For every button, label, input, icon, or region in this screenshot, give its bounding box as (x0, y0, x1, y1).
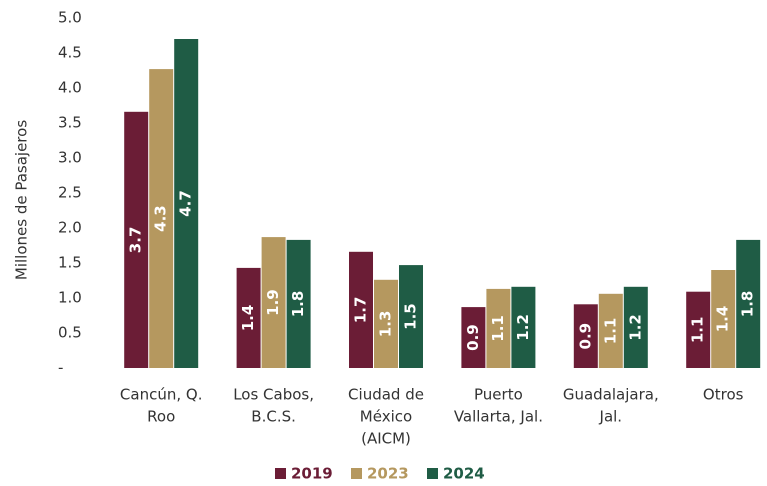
bar (486, 288, 511, 368)
value-label: 1.8 (289, 291, 307, 318)
legend-label: 2019 (291, 465, 333, 483)
bar (736, 239, 761, 368)
y-tick-label: 1.5 (58, 254, 82, 272)
bar (149, 69, 174, 368)
legend-swatch (351, 468, 362, 479)
y-tick-label: 1.0 (58, 289, 82, 307)
bar (686, 291, 711, 368)
legend-swatch (275, 468, 286, 479)
bar (124, 111, 149, 369)
value-label: 1.1 (489, 315, 507, 342)
value-label: 1.7 (352, 297, 370, 324)
x-tick-label: Otros (703, 386, 744, 404)
value-label: 1.3 (377, 311, 395, 338)
x-tick-label: Cancún, Q. (120, 386, 203, 404)
x-tick-label: México (360, 408, 412, 426)
value-label: 0.9 (576, 323, 594, 350)
bar (573, 304, 598, 368)
bar (286, 239, 311, 368)
x-tick-label: B.C.S. (251, 408, 296, 426)
value-label: 1.4 (239, 305, 257, 332)
x-tick-label: Los Cabos, (233, 386, 314, 404)
x-tick-label: Roo (147, 408, 175, 426)
bar (261, 237, 286, 368)
value-label: 1.2 (626, 314, 644, 341)
y-tick-label: 3.0 (58, 149, 82, 167)
legend-label: 2023 (367, 465, 409, 483)
bar (711, 270, 736, 368)
value-label: 1.1 (689, 317, 707, 344)
y-axis-label: Millones de Pasajeros (13, 120, 31, 280)
value-label: 4.3 (152, 205, 170, 232)
x-tick-label: Vallarta, Jal. (454, 408, 543, 426)
bar (461, 307, 486, 368)
x-tick-label: Puerto (474, 386, 523, 404)
bar (399, 265, 423, 368)
y-tick-label: 5.0 (58, 9, 82, 27)
y-tick-label: 0.5 (58, 324, 82, 342)
value-label: 4.7 (177, 190, 195, 217)
value-label: 3.7 (127, 227, 145, 254)
value-label: 1.8 (739, 291, 757, 318)
legend-label: 2024 (443, 465, 485, 483)
bar (598, 293, 623, 368)
value-label: 1.1 (601, 318, 619, 345)
x-tick-label: Guadalajara, (563, 386, 659, 404)
bar (174, 39, 199, 368)
value-label: 0.9 (464, 324, 482, 351)
y-tick-label: - (58, 359, 63, 377)
y-tick-label: 2.5 (58, 184, 82, 202)
y-tick-label: 4.5 (58, 44, 82, 62)
value-label: 1.9 (264, 289, 282, 316)
bar (349, 251, 373, 368)
y-tick-label: 3.5 (58, 114, 82, 132)
bar (374, 279, 398, 368)
value-label: 1.2 (514, 314, 532, 341)
x-tick-label: Jal. (599, 408, 623, 426)
y-tick-label: 4.0 (58, 79, 82, 97)
x-tick-label: (AICM) (361, 430, 411, 448)
value-label: 1.5 (402, 303, 420, 330)
bar (236, 267, 261, 368)
x-tick-label: Ciudad de (348, 386, 424, 404)
value-label: 1.4 (714, 306, 732, 333)
y-tick-label: 2.0 (58, 219, 82, 237)
bar (511, 286, 536, 368)
legend-swatch (427, 468, 438, 479)
bar (623, 286, 648, 368)
